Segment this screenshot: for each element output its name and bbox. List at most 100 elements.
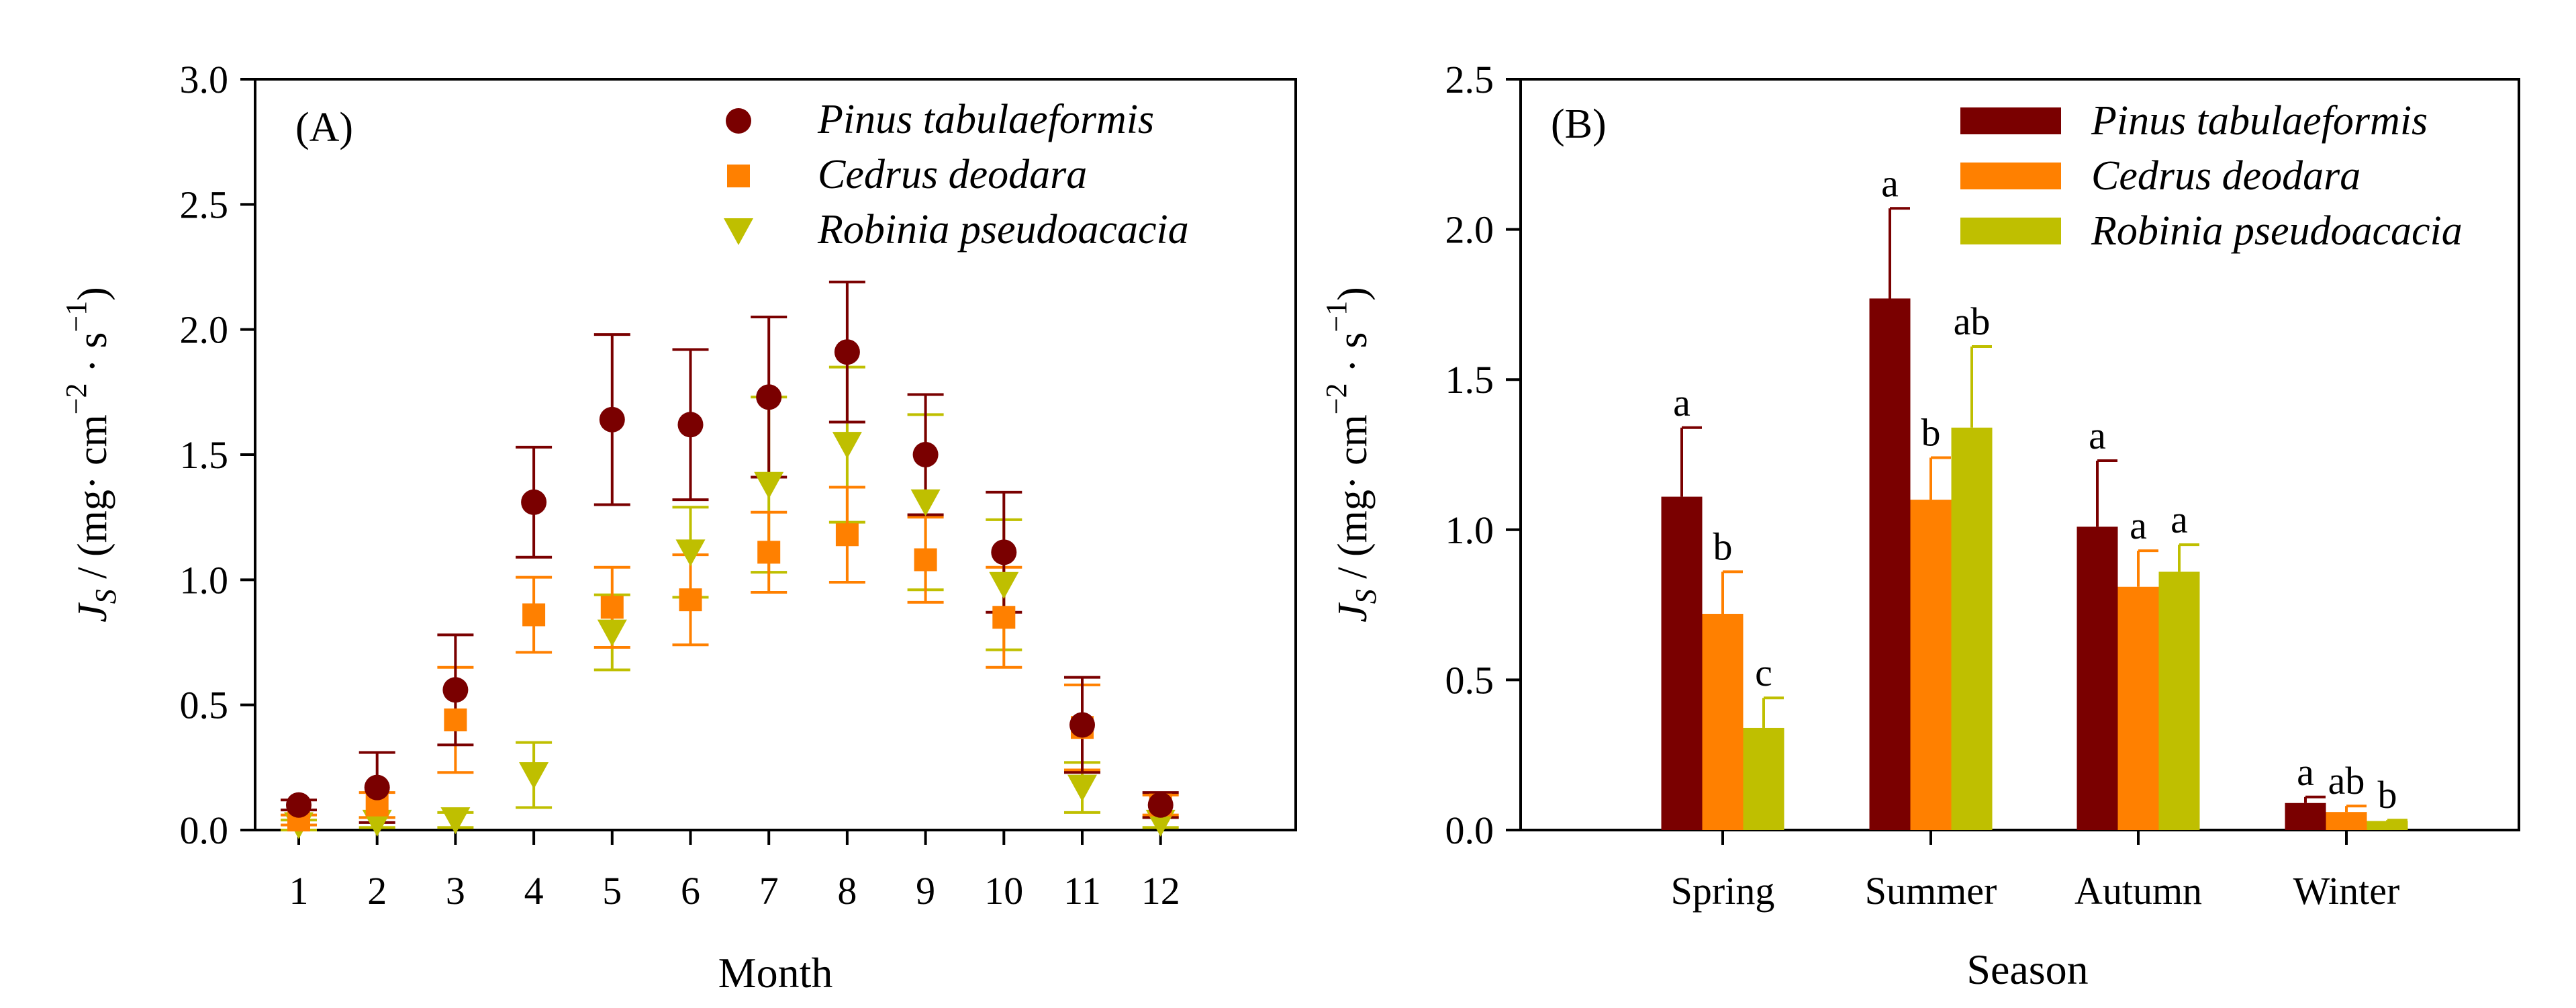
data-point xyxy=(521,489,547,515)
data-point xyxy=(679,588,702,612)
y-axis-title-exp2: −1 xyxy=(60,301,93,332)
data-point xyxy=(914,548,937,571)
data-point xyxy=(519,762,549,790)
y-tick-label: 0.0 xyxy=(1445,809,1494,852)
panel-a-plot-frame xyxy=(254,78,1297,831)
data-point xyxy=(832,432,862,459)
panel-b: 0.0 0.5 1.0 1.5 2.0 2.5 Spring Summer Autumn Win… xyxy=(1320,58,2520,993)
x-tick-label: 6 xyxy=(681,869,700,913)
bar xyxy=(1743,727,1784,830)
data-point xyxy=(442,677,469,703)
y-axis-title-subscript: S xyxy=(89,589,122,604)
panel-b-y-axis: 0.0 0.5 1.0 1.5 2.0 2.5 xyxy=(1445,58,1521,852)
data-point xyxy=(992,606,1016,629)
legend-label: Pinus tabulaeformis xyxy=(817,97,1154,142)
x-tick-label: 8 xyxy=(837,869,857,913)
panel-a-y-axis-title: JS / (mg· cm−2 · s−1) xyxy=(60,287,122,623)
y-axis-title-unit_open: / (mg· cm xyxy=(70,414,115,589)
significance-letter: ab xyxy=(2328,759,2365,803)
y-tick-label: 1.5 xyxy=(1445,358,1494,402)
data-point xyxy=(754,471,784,499)
data-point xyxy=(599,406,625,432)
significance-letter: b xyxy=(2378,773,2397,817)
panel-b-x-axis-title: Season xyxy=(1966,946,2088,993)
data-point xyxy=(757,541,781,564)
x-tick-label: Autumn xyxy=(2074,869,2202,913)
legend-label: Cedrus deodara xyxy=(818,152,1087,197)
legend-label: Robinia pseudoacacia xyxy=(817,207,1189,253)
data-point xyxy=(677,412,704,438)
panel-a-x-axis: 1 2 3 4 5 6 7 8 9 10 11 12 xyxy=(289,830,1180,913)
bar xyxy=(2326,812,2367,830)
y-tick-label: 2.5 xyxy=(180,183,229,226)
data-point xyxy=(835,523,859,547)
y-tick-label: 1.0 xyxy=(180,558,229,602)
bar xyxy=(2367,821,2408,830)
x-tick-label: 11 xyxy=(1063,869,1101,913)
significance-letter: a xyxy=(1673,381,1690,424)
y-tick-label: 0.5 xyxy=(180,684,229,727)
x-tick-label: Spring xyxy=(1671,869,1775,913)
panel-b-plot-frame xyxy=(1519,78,2520,831)
x-tick-label: Summer xyxy=(1865,869,1997,913)
data-point xyxy=(912,442,939,467)
panel-b-x-axis: Spring Summer Autumn Winter xyxy=(1671,830,2399,913)
panel-b-bars xyxy=(1661,298,2408,830)
x-tick-label: 4 xyxy=(524,869,544,913)
y-axis-title-exp2: −1 xyxy=(1320,301,1353,332)
y-axis-title-text: JS / (mg· cm−2 · s−1) xyxy=(60,287,122,623)
significance-letter: a xyxy=(1881,161,1899,205)
y-axis-title-symbol: J xyxy=(70,602,115,623)
data-point xyxy=(362,809,392,837)
data-point xyxy=(1147,792,1174,818)
legend-marker xyxy=(726,108,751,134)
bar xyxy=(2285,803,2326,830)
legend-swatch xyxy=(1960,218,2061,244)
x-tick-label: 12 xyxy=(1141,869,1180,913)
y-tick-label: 1.5 xyxy=(180,433,229,477)
x-tick-label: 9 xyxy=(916,869,935,913)
bar xyxy=(1869,298,1911,830)
data-point xyxy=(1067,774,1097,802)
data-point xyxy=(440,807,471,835)
y-tick-label: 0.0 xyxy=(180,809,229,852)
panel-a-x-axis-title: Month xyxy=(718,949,833,997)
bar xyxy=(1951,427,1993,830)
bar xyxy=(2077,526,2118,830)
panel-a-points xyxy=(284,339,1176,839)
legend-label: Pinus tabulaeformis xyxy=(2091,98,2428,144)
y-tick-label: 3.0 xyxy=(180,58,229,101)
legend-swatch xyxy=(1960,107,2061,134)
y-tick-label: 2.0 xyxy=(180,308,229,352)
data-point xyxy=(444,708,467,732)
significance-letter: a xyxy=(2170,498,2188,541)
data-point xyxy=(756,384,782,410)
significance-letter: b xyxy=(1713,524,1733,568)
data-point xyxy=(989,571,1019,599)
bar xyxy=(1910,500,1952,830)
panel-a-legend: Pinus tabulaeformis Cedrus deodara Robinia… xyxy=(724,97,1189,253)
y-axis-title-unit_mid: · s xyxy=(1330,332,1376,383)
y-tick-label: 1.0 xyxy=(1445,508,1494,552)
panel-a: 0.00.51.01.52.02.53.0 1 2 3 4 5 6 7 8 9 10 11 12 (A… xyxy=(60,58,1297,997)
data-point xyxy=(991,539,1017,565)
y-axis-title-unit_open: / (mg· cm xyxy=(1330,414,1376,589)
significance-letter: a xyxy=(2130,504,2147,547)
data-point xyxy=(364,774,390,800)
data-point xyxy=(834,339,860,365)
data-point xyxy=(1069,712,1095,738)
significance-letter: c xyxy=(1755,651,1772,694)
bar xyxy=(1661,496,1703,830)
data-point xyxy=(675,539,706,567)
x-tick-label: 5 xyxy=(602,869,622,913)
y-tick-label: 0.5 xyxy=(1445,658,1494,702)
legend-marker xyxy=(727,165,750,187)
legend-swatch xyxy=(1960,163,2061,189)
data-point xyxy=(286,792,312,818)
x-tick-label: 10 xyxy=(984,869,1023,913)
x-tick-label: 7 xyxy=(759,869,779,913)
x-tick-label: 3 xyxy=(446,869,465,913)
legend-label: Cedrus deodara xyxy=(2091,153,2360,199)
significance-letter: b xyxy=(1921,410,1941,454)
data-point xyxy=(600,596,624,619)
